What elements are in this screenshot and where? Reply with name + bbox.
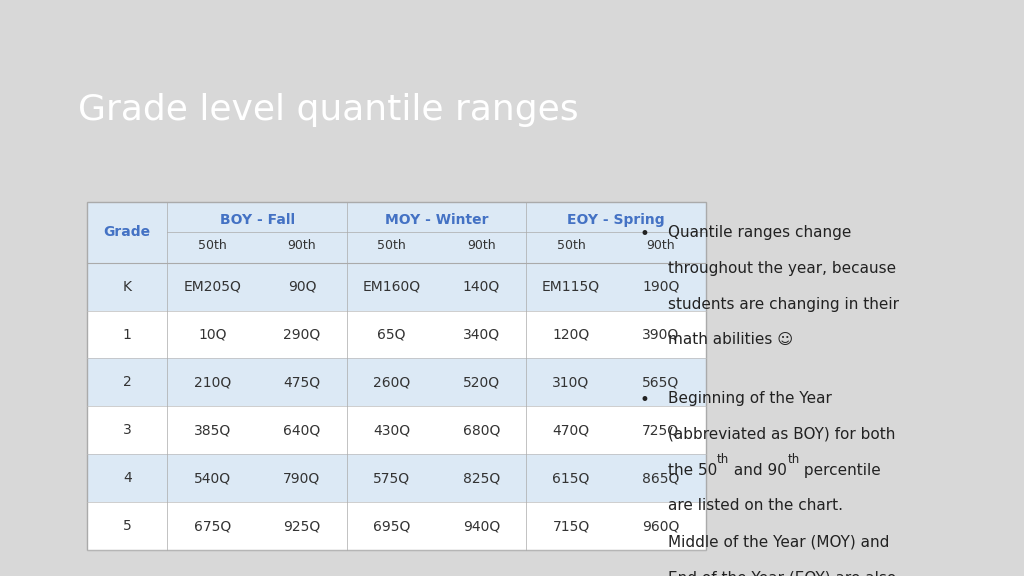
Text: EM160Q: EM160Q bbox=[362, 279, 421, 294]
FancyBboxPatch shape bbox=[87, 502, 706, 550]
Text: EM205Q: EM205Q bbox=[183, 279, 242, 294]
Text: (abbreviated as BOY) for both: (abbreviated as BOY) for both bbox=[668, 427, 895, 442]
FancyBboxPatch shape bbox=[87, 358, 706, 407]
Text: 695Q: 695Q bbox=[373, 519, 411, 533]
Text: 2: 2 bbox=[123, 376, 132, 389]
Text: the 50: the 50 bbox=[668, 463, 717, 478]
Text: 90Q: 90Q bbox=[288, 279, 316, 294]
Text: •: • bbox=[639, 391, 649, 409]
Text: Beginning of the Year: Beginning of the Year bbox=[668, 391, 831, 406]
Text: and 90: and 90 bbox=[729, 463, 787, 478]
Text: MOY - Winter: MOY - Winter bbox=[385, 213, 488, 228]
Text: 210Q: 210Q bbox=[194, 376, 230, 389]
Text: 430Q: 430Q bbox=[373, 423, 411, 437]
Text: BOY - Fall: BOY - Fall bbox=[219, 213, 295, 228]
FancyBboxPatch shape bbox=[87, 310, 706, 358]
Text: throughout the year, because: throughout the year, because bbox=[668, 261, 896, 276]
Text: 575Q: 575Q bbox=[373, 471, 411, 485]
FancyBboxPatch shape bbox=[87, 263, 706, 310]
Text: 50th: 50th bbox=[377, 239, 406, 252]
Text: th: th bbox=[787, 453, 800, 466]
Text: •: • bbox=[639, 225, 649, 243]
Text: 65Q: 65Q bbox=[378, 328, 406, 342]
Text: 5: 5 bbox=[123, 519, 132, 533]
Text: Middle of the Year (MOY) and: Middle of the Year (MOY) and bbox=[668, 535, 889, 550]
Text: 940Q: 940Q bbox=[463, 519, 500, 533]
Text: 260Q: 260Q bbox=[373, 376, 411, 389]
Text: 385Q: 385Q bbox=[194, 423, 230, 437]
Text: 290Q: 290Q bbox=[284, 328, 321, 342]
Text: 10Q: 10Q bbox=[198, 328, 226, 342]
Text: 790Q: 790Q bbox=[284, 471, 321, 485]
FancyBboxPatch shape bbox=[87, 454, 706, 502]
Text: 725Q: 725Q bbox=[642, 423, 679, 437]
Text: 565Q: 565Q bbox=[642, 376, 679, 389]
Text: End of the Year (EOY) are also: End of the Year (EOY) are also bbox=[668, 570, 896, 576]
Text: Grade level quantile ranges: Grade level quantile ranges bbox=[78, 93, 579, 127]
Text: Quantile ranges change: Quantile ranges change bbox=[668, 225, 851, 240]
FancyBboxPatch shape bbox=[87, 202, 706, 263]
Text: 865Q: 865Q bbox=[642, 471, 679, 485]
Text: 140Q: 140Q bbox=[463, 279, 500, 294]
Text: th: th bbox=[717, 453, 729, 466]
Text: 1: 1 bbox=[123, 328, 132, 342]
Text: math abilities ☺: math abilities ☺ bbox=[668, 332, 793, 347]
Text: 90th: 90th bbox=[288, 239, 316, 252]
Text: 925Q: 925Q bbox=[284, 519, 321, 533]
Text: 90th: 90th bbox=[467, 239, 496, 252]
Text: 615Q: 615Q bbox=[552, 471, 590, 485]
Text: 960Q: 960Q bbox=[642, 519, 679, 533]
Text: students are changing in their: students are changing in their bbox=[668, 297, 899, 312]
Text: 640Q: 640Q bbox=[284, 423, 321, 437]
Text: EM115Q: EM115Q bbox=[542, 279, 600, 294]
Text: 680Q: 680Q bbox=[463, 423, 500, 437]
Text: 675Q: 675Q bbox=[194, 519, 230, 533]
Text: EOY - Spring: EOY - Spring bbox=[567, 213, 665, 228]
Text: 4: 4 bbox=[123, 471, 132, 485]
Text: 825Q: 825Q bbox=[463, 471, 500, 485]
Text: 3: 3 bbox=[123, 423, 132, 437]
Text: are listed on the chart.: are listed on the chart. bbox=[668, 498, 843, 513]
Text: 310Q: 310Q bbox=[552, 376, 590, 389]
Text: 340Q: 340Q bbox=[463, 328, 500, 342]
Text: 120Q: 120Q bbox=[552, 328, 590, 342]
Text: Grade: Grade bbox=[103, 225, 151, 240]
Text: percentile: percentile bbox=[800, 463, 882, 478]
Text: 470Q: 470Q bbox=[552, 423, 590, 437]
Text: K: K bbox=[123, 279, 132, 294]
Text: 715Q: 715Q bbox=[552, 519, 590, 533]
Text: 50th: 50th bbox=[198, 239, 226, 252]
Text: 190Q: 190Q bbox=[642, 279, 679, 294]
FancyBboxPatch shape bbox=[87, 407, 706, 454]
Text: 90th: 90th bbox=[646, 239, 675, 252]
Text: 50th: 50th bbox=[557, 239, 586, 252]
Text: 540Q: 540Q bbox=[194, 471, 230, 485]
Text: 390Q: 390Q bbox=[642, 328, 679, 342]
Text: 520Q: 520Q bbox=[463, 376, 500, 389]
Text: 475Q: 475Q bbox=[284, 376, 321, 389]
